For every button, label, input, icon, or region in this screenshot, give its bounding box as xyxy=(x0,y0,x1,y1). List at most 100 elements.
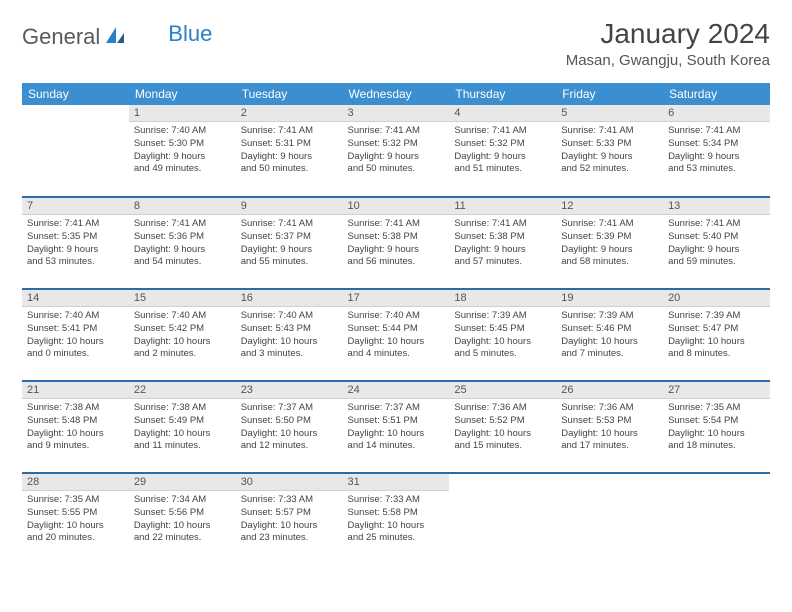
daylight-text-2: and 8 minutes. xyxy=(668,348,765,361)
day-info: Sunrise: 7:41 AMSunset: 5:39 PMDaylight:… xyxy=(556,215,663,272)
calendar-day-cell xyxy=(556,473,663,565)
daylight-text-2: and 11 minutes. xyxy=(134,440,231,453)
calendar-day-cell: 16Sunrise: 7:40 AMSunset: 5:43 PMDayligh… xyxy=(236,289,343,381)
calendar-day-cell: 7Sunrise: 7:41 AMSunset: 5:35 PMDaylight… xyxy=(22,197,129,289)
sunrise-text: Sunrise: 7:33 AM xyxy=(348,494,445,507)
calendar-day-cell: 28Sunrise: 7:35 AMSunset: 5:55 PMDayligh… xyxy=(22,473,129,565)
daylight-text-2: and 14 minutes. xyxy=(348,440,445,453)
daylight-text-1: Daylight: 9 hours xyxy=(561,244,658,257)
day-info: Sunrise: 7:33 AMSunset: 5:58 PMDaylight:… xyxy=(343,491,450,548)
day-number: 15 xyxy=(129,290,236,307)
day-number: 2 xyxy=(236,105,343,122)
sunrise-text: Sunrise: 7:41 AM xyxy=(134,218,231,231)
day-info: Sunrise: 7:41 AMSunset: 5:34 PMDaylight:… xyxy=(663,122,770,179)
month-title: January 2024 xyxy=(566,18,770,50)
daylight-text-2: and 3 minutes. xyxy=(241,348,338,361)
sunset-text: Sunset: 5:42 PM xyxy=(134,323,231,336)
sunrise-text: Sunrise: 7:39 AM xyxy=(561,310,658,323)
daylight-text-1: Daylight: 9 hours xyxy=(668,151,765,164)
calendar-day-cell: 25Sunrise: 7:36 AMSunset: 5:52 PMDayligh… xyxy=(449,381,556,473)
daylight-text-2: and 23 minutes. xyxy=(241,532,338,545)
sunset-text: Sunset: 5:43 PM xyxy=(241,323,338,336)
sunrise-text: Sunrise: 7:39 AM xyxy=(668,310,765,323)
daylight-text-1: Daylight: 9 hours xyxy=(134,151,231,164)
sunrise-text: Sunrise: 7:40 AM xyxy=(348,310,445,323)
sunrise-text: Sunrise: 7:35 AM xyxy=(27,494,124,507)
day-number: 18 xyxy=(449,290,556,307)
daylight-text-2: and 53 minutes. xyxy=(668,163,765,176)
sunset-text: Sunset: 5:47 PM xyxy=(668,323,765,336)
day-number: 3 xyxy=(343,105,450,122)
daylight-text-2: and 15 minutes. xyxy=(454,440,551,453)
day-number: 22 xyxy=(129,382,236,399)
day-number: 10 xyxy=(343,198,450,215)
sunrise-text: Sunrise: 7:41 AM xyxy=(348,218,445,231)
day-number: 16 xyxy=(236,290,343,307)
daylight-text-2: and 51 minutes. xyxy=(454,163,551,176)
calendar-day-cell: 27Sunrise: 7:35 AMSunset: 5:54 PMDayligh… xyxy=(663,381,770,473)
sunrise-text: Sunrise: 7:37 AM xyxy=(348,402,445,415)
calendar-day-cell: 9 Sunrise: 7:41 AMSunset: 5:37 PMDaylight… xyxy=(236,197,343,289)
calendar-day-cell xyxy=(449,473,556,565)
sunrise-text: Sunrise: 7:37 AM xyxy=(241,402,338,415)
daylight-text-2: and 7 minutes. xyxy=(561,348,658,361)
brand-part2: Blue xyxy=(168,21,212,47)
weekday-header: Thursday xyxy=(449,83,556,105)
day-number: 17 xyxy=(343,290,450,307)
calendar-day-cell: 12Sunrise: 7:41 AMSunset: 5:39 PMDayligh… xyxy=(556,197,663,289)
sunrise-text: Sunrise: 7:38 AM xyxy=(27,402,124,415)
sunset-text: Sunset: 5:37 PM xyxy=(241,231,338,244)
sunrise-text: Sunrise: 7:40 AM xyxy=(134,125,231,138)
daylight-text-1: Daylight: 9 hours xyxy=(454,244,551,257)
calendar-day-cell: 5Sunrise: 7:41 AMSunset: 5:33 PMDaylight… xyxy=(556,105,663,197)
daylight-text-1: Daylight: 10 hours xyxy=(348,336,445,349)
sunset-text: Sunset: 5:38 PM xyxy=(454,231,551,244)
sunset-text: Sunset: 5:30 PM xyxy=(134,138,231,151)
daylight-text-2: and 59 minutes. xyxy=(668,256,765,269)
daylight-text-1: Daylight: 10 hours xyxy=(241,428,338,441)
day-info: Sunrise: 7:39 AMSunset: 5:46 PMDaylight:… xyxy=(556,307,663,364)
day-number: 19 xyxy=(556,290,663,307)
day-number: 9 xyxy=(236,198,343,215)
daylight-text-1: Daylight: 9 hours xyxy=(241,244,338,257)
weekday-header: Saturday xyxy=(663,83,770,105)
day-info: Sunrise: 7:40 AMSunset: 5:41 PMDaylight:… xyxy=(22,307,129,364)
calendar-day-cell: 10Sunrise: 7:41 AMSunset: 5:38 PMDayligh… xyxy=(343,197,450,289)
day-info: Sunrise: 7:39 AMSunset: 5:47 PMDaylight:… xyxy=(663,307,770,364)
sunset-text: Sunset: 5:48 PM xyxy=(27,415,124,428)
sunrise-text: Sunrise: 7:41 AM xyxy=(668,218,765,231)
location-label: Masan, Gwangju, South Korea xyxy=(566,52,770,69)
sunset-text: Sunset: 5:36 PM xyxy=(134,231,231,244)
sunrise-text: Sunrise: 7:40 AM xyxy=(27,310,124,323)
sunset-text: Sunset: 5:31 PM xyxy=(241,138,338,151)
daylight-text-1: Daylight: 10 hours xyxy=(454,336,551,349)
daylight-text-2: and 54 minutes. xyxy=(134,256,231,269)
calendar-week-row: 14Sunrise: 7:40 AMSunset: 5:41 PMDayligh… xyxy=(22,289,770,381)
day-info: Sunrise: 7:41 AMSunset: 5:33 PMDaylight:… xyxy=(556,122,663,179)
calendar-day-cell: 1Sunrise: 7:40 AMSunset: 5:30 PMDaylight… xyxy=(129,105,236,197)
sunrise-text: Sunrise: 7:41 AM xyxy=(454,218,551,231)
day-number: 24 xyxy=(343,382,450,399)
daylight-text-1: Daylight: 9 hours xyxy=(241,151,338,164)
day-info: Sunrise: 7:38 AMSunset: 5:48 PMDaylight:… xyxy=(22,399,129,456)
day-info: Sunrise: 7:40 AMSunset: 5:30 PMDaylight:… xyxy=(129,122,236,179)
sunset-text: Sunset: 5:52 PM xyxy=(454,415,551,428)
weekday-header: Monday xyxy=(129,83,236,105)
daylight-text-2: and 53 minutes. xyxy=(27,256,124,269)
day-info: Sunrise: 7:41 AMSunset: 5:40 PMDaylight:… xyxy=(663,215,770,272)
daylight-text-1: Daylight: 10 hours xyxy=(454,428,551,441)
sunrise-text: Sunrise: 7:41 AM xyxy=(241,125,338,138)
sunrise-text: Sunrise: 7:41 AM xyxy=(561,218,658,231)
sunrise-text: Sunrise: 7:40 AM xyxy=(241,310,338,323)
daylight-text-1: Daylight: 9 hours xyxy=(454,151,551,164)
day-number: 12 xyxy=(556,198,663,215)
day-number: 7 xyxy=(22,198,129,215)
weekday-header: Wednesday xyxy=(343,83,450,105)
sunrise-text: Sunrise: 7:41 AM xyxy=(454,125,551,138)
day-number: 11 xyxy=(449,198,556,215)
calendar-day-cell: 19Sunrise: 7:39 AMSunset: 5:46 PMDayligh… xyxy=(556,289,663,381)
day-number: 31 xyxy=(343,474,450,491)
sunrise-text: Sunrise: 7:41 AM xyxy=(241,218,338,231)
daylight-text-2: and 5 minutes. xyxy=(454,348,551,361)
calendar-day-cell: 4Sunrise: 7:41 AMSunset: 5:32 PMDaylight… xyxy=(449,105,556,197)
